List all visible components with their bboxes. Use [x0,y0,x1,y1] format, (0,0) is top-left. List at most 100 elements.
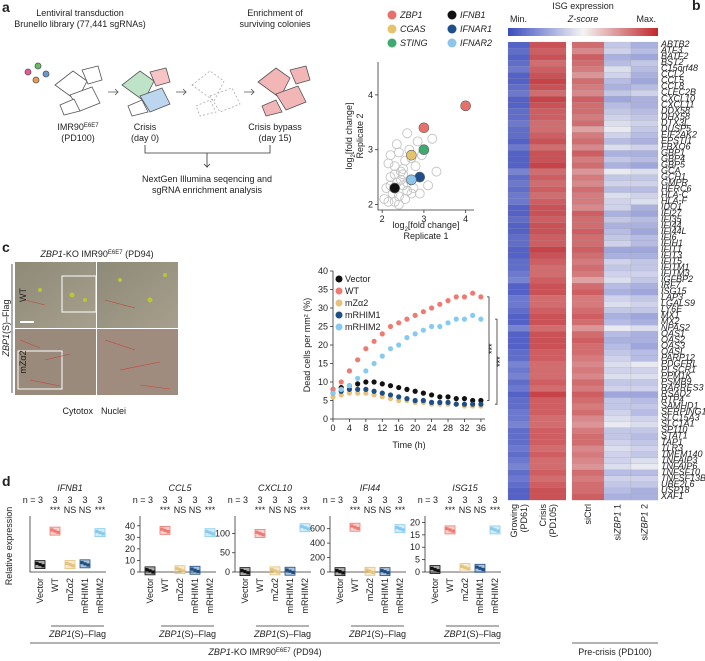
image [97,262,178,328]
heatmap-cell [630,349,659,356]
heatmap-cell [571,180,605,187]
y-tick-label: 20 [125,544,135,554]
gene-label: SP110 [661,425,687,435]
point [414,188,425,199]
point [470,312,476,318]
schematic-title: Enrichment of [247,8,303,18]
point [431,166,442,177]
replicate [463,565,467,570]
gene-label: LAP3 [661,292,683,302]
replicate [240,568,244,573]
text-segment: [fold change] [344,103,354,155]
cells-3 [191,70,241,117]
replicate [53,529,57,533]
x-tick-label: 0 [330,423,335,433]
x-tick-label: mZα2 [175,578,185,601]
replicate [496,529,500,533]
heatmap-cell [603,415,632,422]
heatmap-cell [571,276,605,284]
point [371,360,377,367]
text-segment: (PD105) [548,504,558,538]
heatmap-cell [630,90,659,97]
heatmap-cell [507,162,531,169]
heatmap-cell [571,138,605,145]
schematic-title: Brunello library (77,441 sgRNAs) [14,19,146,29]
x-tick-label: WT [50,578,60,592]
heatmap-cell [529,445,567,452]
heatmap-cell [571,210,605,217]
x-tick-label: 32 [459,423,469,433]
gene-label: CLEC2B [661,87,696,97]
gene-label: ATF3 [660,45,682,55]
point [461,316,468,322]
replicate [255,530,259,534]
point [402,128,413,139]
heatmap-cell [603,126,632,133]
gene-label: CCL5 [661,75,685,85]
heatmap-cell [630,53,659,61]
scale-label: Max. [636,14,656,24]
heatmap-cell [630,451,659,458]
heatmap-cell [507,234,531,242]
heatmap-cell [571,108,605,115]
gene-label: USP18 [661,485,690,495]
heatmap-cell [507,72,531,79]
heatmap-cell [603,349,632,356]
heatmap-cell [630,403,659,410]
heatmap-cell [603,47,632,55]
heatmap-cell [630,156,659,163]
text-segment: ZBP1 [207,647,231,657]
y-tick-label: 5 [323,396,328,406]
replicate [368,569,372,573]
heatmap-cell [571,246,605,254]
n-label: 3 [272,495,277,505]
sig-bracket [495,318,498,405]
heatmap-cell [507,343,531,350]
legend-swatch [447,38,457,48]
text-segment: -KO IMR90 [63,249,108,259]
n-label: 3 [97,495,102,505]
replicate [38,562,42,567]
y-axis-label: Replicate 2 [355,113,365,158]
replicate [193,568,197,572]
point [437,394,443,400]
replicate [101,532,105,536]
heatmap-cell [603,391,632,398]
gene-label: IFI6 [661,232,677,242]
heatmap-cell [603,409,632,416]
heatmap-cell [630,66,659,73]
heatmap-cell [603,439,632,446]
gene-label: IFIT5 [661,256,683,266]
heatmap-cell [603,379,632,386]
heatmap-cell [507,403,531,410]
heatmap-cell [571,457,605,465]
gene-label: DTX3L [661,117,689,127]
heatmap-cell [529,234,567,242]
sig-label: NS [364,505,377,515]
heatmap-cell [507,421,531,428]
replicate [448,528,452,532]
heatmap-cell [603,138,632,145]
heatmap-cell [507,246,531,254]
point [346,368,353,374]
heatmap-cell [507,355,531,362]
point [330,386,336,392]
point [371,388,377,394]
y-tick-label: 4 [368,90,373,100]
heatmap-cell [571,325,605,332]
legend-label: Vector [345,274,371,284]
heatmap-cell [507,132,531,139]
sig-bracket [487,296,490,401]
row-group-label: ZBP1(S)–Flag [1,299,11,357]
heatmap-cell [507,144,531,151]
gene-label: OAS3 [661,340,685,350]
sig-label: NS [174,505,187,515]
heatmap-cell [571,337,605,344]
sig-label: NS [64,505,77,515]
n-label: 3 [287,495,292,505]
point [420,397,426,404]
heatmap-cell [630,295,659,302]
y-tick-label: 10 [410,542,420,552]
heatmap-cell [630,325,659,332]
point [379,390,385,396]
